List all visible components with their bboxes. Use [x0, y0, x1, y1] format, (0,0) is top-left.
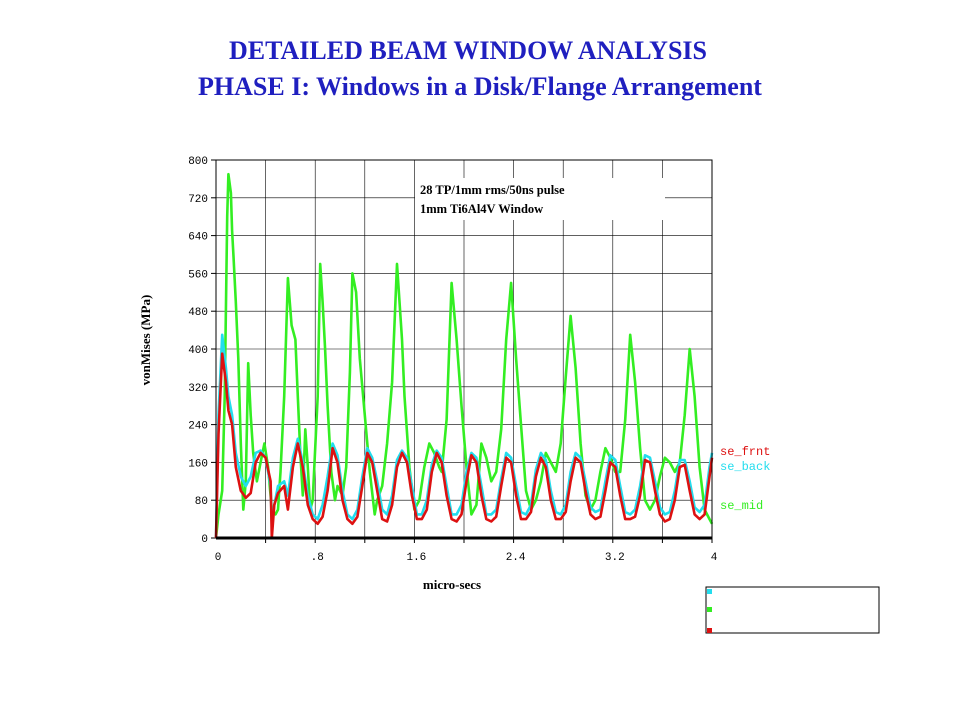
y-axis-label: vonMises (MPa): [138, 295, 153, 386]
y-tick-label: 560: [188, 269, 208, 281]
y-tick-label: 240: [188, 421, 208, 433]
chart-series: [214, 172, 714, 540]
y-tick-label: 160: [188, 458, 208, 470]
y-tick-label: 0: [201, 534, 208, 546]
x-tick-label: 3.2: [605, 552, 625, 564]
legend-label-se-frnt: se_frnt: [720, 445, 770, 459]
page-subtitle: PHASE I: Windows in a Disk/Flange Arrang…: [198, 72, 762, 101]
page-title: DETAILED BEAM WINDOW ANALYSIS: [228, 36, 707, 65]
annotation-line-2: 1mm Ti6Al4V Window: [420, 202, 543, 216]
y-tick-label: 80: [195, 496, 208, 508]
y-tick-label: 320: [188, 383, 208, 395]
swatch-mid-icon: [707, 607, 712, 612]
legend-label-se-mid: se_mid: [720, 499, 763, 513]
y-tick-labels: 0 80 160 240 320 400 480 560 640 720 800: [188, 156, 208, 546]
x-tick-label: 2.4: [506, 552, 526, 564]
series-line-se-frnt: [214, 352, 714, 540]
x-tick-label: 1.6: [406, 552, 426, 564]
y-tick-label: 400: [188, 345, 208, 357]
x-tick-label: .8: [311, 552, 324, 564]
y-tick-label: 640: [188, 232, 208, 244]
y-tick-label: 800: [188, 156, 208, 168]
x-axis-label: micro-secs: [423, 577, 481, 592]
y-tick-label: 720: [188, 194, 208, 206]
swatch-frnt-icon: [707, 628, 712, 633]
y-tick-label: 480: [188, 307, 208, 319]
annotation-box: [415, 178, 665, 220]
x-tick-label: 4: [711, 552, 718, 564]
annotation-line-1: 28 TP/1mm rms/50ns pulse: [420, 183, 565, 197]
legend-swatch-box: [705, 586, 880, 634]
x-tick-label: 0: [215, 552, 222, 564]
swatch-back-icon: [707, 589, 712, 594]
legend-label-se-back: se_back: [720, 460, 770, 474]
x-tick-labels: 0 .8 1.6 2.4 3.2 4: [215, 552, 718, 564]
